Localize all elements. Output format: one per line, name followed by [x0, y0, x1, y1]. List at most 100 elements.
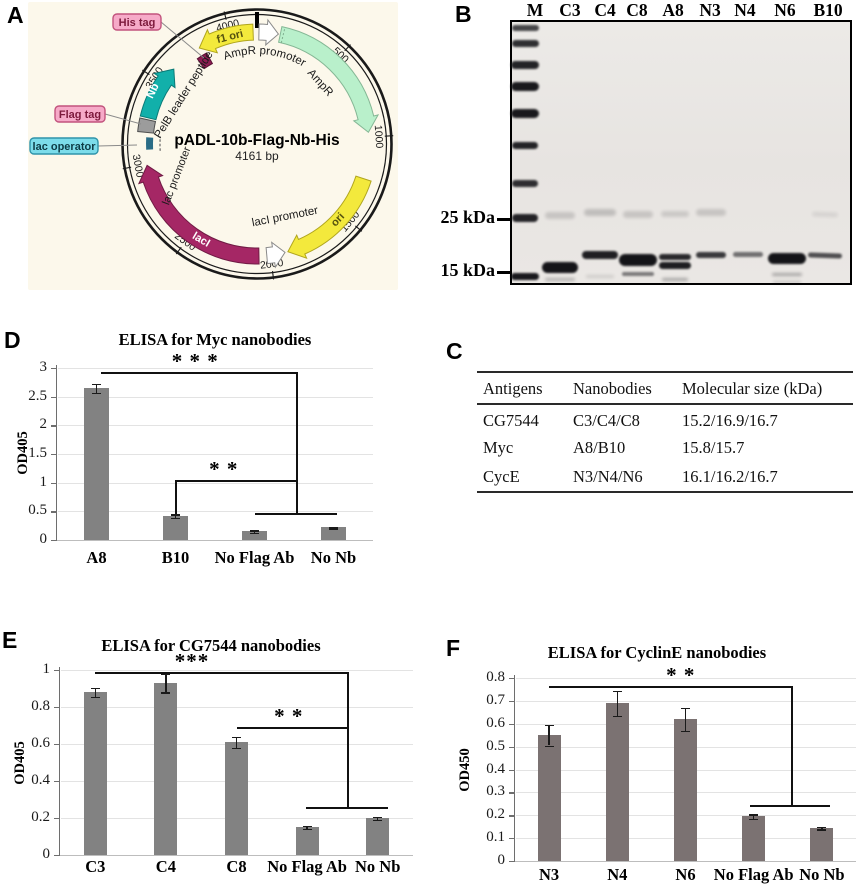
gel-band	[807, 252, 843, 259]
error-bar-cap	[373, 816, 383, 819]
gel-band	[660, 211, 689, 217]
table-header-nanobodies: Nanobodies	[573, 379, 652, 398]
y-tick-label: 0.4	[486, 760, 505, 777]
category-label: No Flag Ab	[713, 865, 794, 884]
category-label: N4	[607, 865, 628, 884]
gel-lane-label: M	[526, 0, 544, 20]
bp-tick-label: 1000	[372, 125, 385, 149]
sig-stars: * * *	[171, 349, 219, 373]
bp-tick	[344, 44, 351, 52]
table-cell: 15.8/15.7	[682, 438, 745, 457]
feature-ori	[287, 175, 372, 260]
gridline	[516, 769, 856, 771]
bp-tick	[122, 166, 132, 170]
y-tick-label: 0.1	[486, 829, 505, 846]
error-bar-cap	[329, 528, 338, 530]
gel-lane-label: N4	[734, 0, 756, 20]
error-bar-cap	[161, 673, 171, 676]
gel-box	[510, 20, 852, 285]
table-cell: A8/B10	[573, 438, 626, 457]
feature-laci-promoter	[265, 241, 286, 269]
bar	[295, 827, 319, 856]
error-bar-cap	[171, 517, 180, 520]
error-bar-cap	[250, 530, 259, 532]
error-bar	[616, 690, 619, 716]
y-tick-label: 0.6	[486, 714, 505, 731]
gel-marker-dash	[497, 270, 510, 274]
gridline	[61, 707, 413, 708]
table-cell: Myc	[483, 438, 514, 457]
feature-f1-ori	[198, 23, 254, 54]
feature-ampr-promoter	[258, 18, 280, 47]
y-tick-label: 0.2	[31, 809, 50, 825]
error-bar	[684, 707, 687, 731]
y-tick-label: 0.8	[486, 669, 505, 685]
sig-connector	[347, 671, 349, 807]
category-label: No Nb	[799, 865, 845, 884]
y-axis-tick	[509, 746, 515, 748]
category-label: No Flag Ab	[267, 857, 347, 876]
category-label: B10	[161, 548, 190, 567]
category-label: C8	[226, 857, 247, 876]
gridline	[58, 511, 373, 513]
category-label: N6	[675, 865, 696, 884]
category-label: No Flag Ab	[214, 548, 295, 567]
bp-tick	[175, 246, 182, 255]
error-bar-cap	[161, 692, 171, 694]
sig-stars: * *	[274, 704, 304, 729]
y-axis-tick	[54, 818, 60, 820]
gel-band	[512, 141, 539, 149]
gel-band	[544, 211, 575, 219]
sig-line	[175, 479, 298, 482]
bar	[537, 735, 561, 861]
plasmid-name: pADL-10b-Flag-Nb-His	[174, 132, 339, 149]
callout-line	[104, 113, 142, 125]
chart-title: ELISA for CG7544 nanobodies	[101, 636, 321, 655]
table-header-antigens: Antigens	[483, 379, 543, 398]
y-axis-tick	[51, 511, 57, 513]
sig-line	[306, 806, 388, 809]
gridline	[516, 723, 856, 725]
bar	[163, 515, 188, 540]
sig-connector	[296, 372, 299, 513]
gel-band	[511, 61, 540, 70]
error-bar-cap	[544, 724, 554, 727]
feature-flag-tag	[137, 117, 157, 134]
gridline	[61, 670, 413, 671]
error-bar	[165, 673, 167, 693]
error-bar	[821, 826, 823, 829]
bp-tick	[141, 69, 150, 76]
error-bar-cap	[302, 828, 312, 831]
y-tick-label: 0.5	[486, 737, 505, 754]
y-tick-label: 2	[39, 416, 48, 433]
error-bar-cap	[92, 392, 101, 395]
gridline	[58, 454, 373, 455]
y-tick-label: 0.6	[31, 735, 50, 751]
y-axis-tick	[51, 425, 57, 427]
gridline	[58, 425, 373, 427]
sig-stars: ***	[174, 648, 210, 673]
error-bar-cap	[373, 819, 383, 822]
gel-band	[696, 252, 727, 259]
callout-label: lac operator	[33, 141, 97, 153]
callout-label: His tag	[119, 17, 156, 29]
category-label: C4	[155, 857, 176, 876]
feature-his-tag	[196, 52, 214, 70]
bar	[321, 527, 346, 540]
gel-band	[544, 277, 575, 281]
error-bar-cap	[302, 825, 312, 828]
error-bar-cap	[171, 514, 180, 516]
feature-lac-operator	[146, 137, 154, 150]
gel-band	[733, 252, 763, 257]
bar	[84, 388, 109, 540]
y-axis-tick	[51, 368, 57, 370]
gridline	[516, 838, 856, 840]
table-cell: C3/C4/C8	[573, 411, 640, 430]
error-bar-cap	[90, 696, 100, 699]
y-axis-tick	[51, 454, 57, 456]
bp-tick	[271, 270, 275, 280]
y-tick-label: 1.5	[28, 445, 47, 461]
y-axis-label: OD450	[457, 748, 473, 792]
y-tick-label: 1	[39, 473, 48, 490]
table-cell: CG7544	[483, 411, 539, 430]
